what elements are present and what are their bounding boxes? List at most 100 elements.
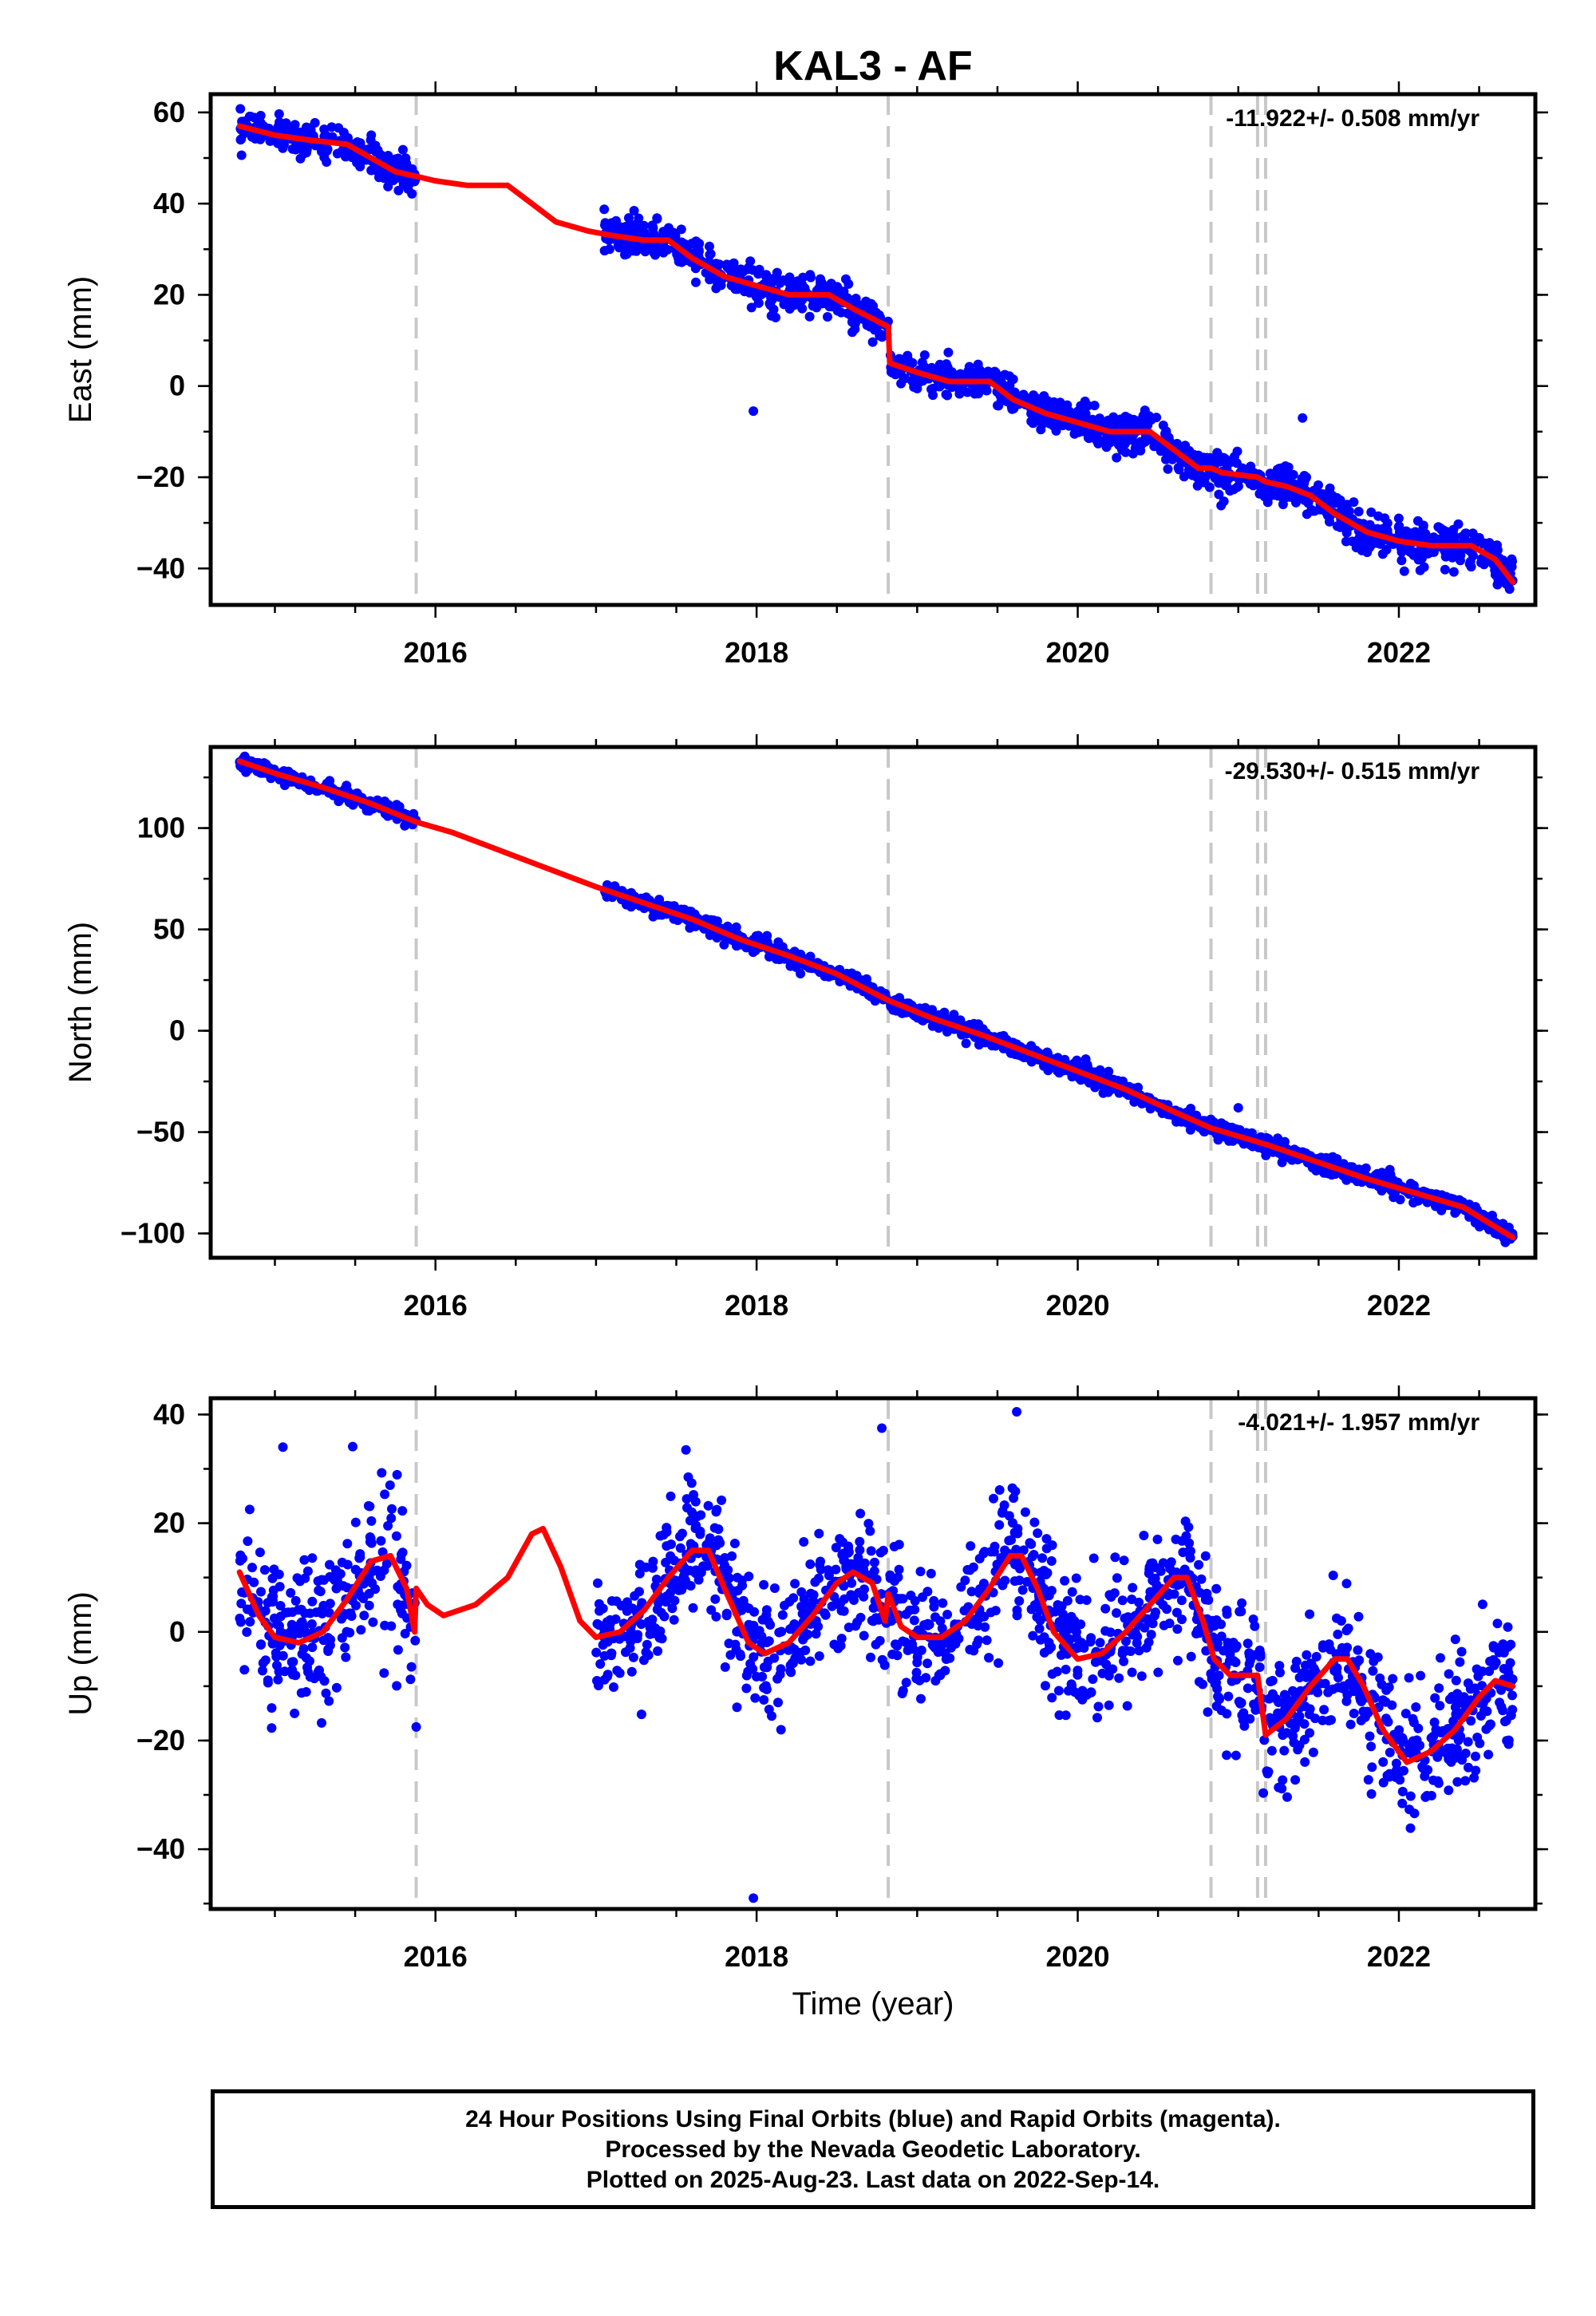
- data-point: [843, 279, 854, 289]
- data-point: [397, 1608, 407, 1618]
- data-point: [1366, 507, 1377, 517]
- data-point: [970, 388, 981, 398]
- data-point: [1112, 1573, 1122, 1583]
- data-point: [1133, 1082, 1144, 1093]
- data-point: [350, 1517, 361, 1528]
- data-point: [634, 1587, 644, 1597]
- data-point: [1450, 1634, 1460, 1645]
- data-point: [705, 241, 714, 251]
- data-point: [1054, 1617, 1065, 1627]
- data-point: [1297, 473, 1307, 484]
- data-point: [1435, 1701, 1445, 1711]
- data-point: [647, 220, 658, 231]
- data-point: [789, 1619, 800, 1629]
- data-point: [859, 976, 870, 986]
- data-point: [377, 1468, 387, 1478]
- data-point: [771, 954, 781, 964]
- data-point: [1430, 1693, 1440, 1703]
- data-point: [1470, 1683, 1480, 1694]
- data-point: [941, 1654, 951, 1664]
- data-point: [355, 1549, 365, 1559]
- data-point: [1090, 1082, 1100, 1093]
- data-point: [1173, 463, 1183, 472]
- data-point: [313, 1667, 323, 1678]
- data-point: [796, 1647, 805, 1658]
- data-point: [978, 1024, 988, 1034]
- data-point: [1020, 1507, 1030, 1517]
- data-point: [935, 1669, 946, 1679]
- data-point: [1242, 1638, 1253, 1649]
- data-point: [811, 1629, 821, 1639]
- data-point: [1419, 562, 1429, 572]
- data-point: [1444, 1785, 1454, 1796]
- data-point: [1280, 487, 1290, 497]
- data-point: [626, 1666, 637, 1677]
- data-point: [1214, 1692, 1224, 1702]
- data-point: [1215, 456, 1225, 467]
- data-point: [1496, 1701, 1507, 1712]
- data-point: [1254, 1662, 1265, 1672]
- data-point: [887, 1649, 898, 1659]
- figure-title: KAL3 - AF: [773, 43, 972, 89]
- data-point: [678, 1528, 687, 1539]
- data-point: [1046, 1586, 1057, 1596]
- data-point: [1105, 1627, 1116, 1638]
- data-point: [1144, 1568, 1154, 1579]
- data-point: [938, 1598, 948, 1608]
- data-point: [365, 1501, 375, 1512]
- data-point: [799, 1537, 809, 1547]
- data-point: [305, 128, 315, 139]
- y-tick-label: 40: [153, 187, 185, 219]
- data-point: [1110, 1552, 1120, 1563]
- data-point: [632, 1634, 642, 1643]
- data-point: [1200, 1551, 1211, 1561]
- data-point: [1191, 470, 1202, 480]
- data-point: [1128, 1583, 1138, 1593]
- data-point: [1368, 1666, 1378, 1676]
- data-point: [1214, 489, 1224, 500]
- data-point: [400, 1629, 410, 1638]
- data-point: [1444, 1694, 1455, 1705]
- scatter-points: [235, 1407, 1518, 1903]
- data-point: [1071, 1573, 1081, 1583]
- data-point: [294, 1576, 305, 1587]
- data-point: [1004, 1511, 1014, 1521]
- data-point: [594, 1681, 603, 1690]
- data-point: [240, 116, 251, 126]
- data-point: [1278, 500, 1288, 509]
- data-point: [1472, 1733, 1483, 1742]
- data-point: [1176, 1595, 1187, 1606]
- data-point: [1223, 1691, 1234, 1701]
- data-point: [1353, 1611, 1364, 1622]
- data-point: [263, 1678, 273, 1688]
- data-point: [305, 1656, 314, 1666]
- data-point: [236, 1599, 247, 1609]
- data-point: [1498, 1639, 1508, 1650]
- data-point: [717, 1495, 727, 1505]
- data-point: [1460, 528, 1471, 539]
- data-point: [1302, 1650, 1312, 1660]
- data-point: [255, 1640, 266, 1650]
- outlier-point: [1080, 1054, 1091, 1065]
- data-point: [930, 1612, 940, 1622]
- data-point: [1211, 1701, 1222, 1711]
- data-point: [946, 1642, 956, 1653]
- data-point: [599, 204, 610, 215]
- data-point: [322, 157, 332, 167]
- data-point: [962, 387, 973, 397]
- data-point: [1383, 1717, 1393, 1727]
- data-point: [859, 1564, 869, 1575]
- data-point: [330, 1565, 341, 1575]
- data-point: [1408, 1713, 1418, 1724]
- data-point: [1363, 1775, 1373, 1785]
- data-point: [301, 1687, 311, 1697]
- data-point: [901, 1678, 911, 1688]
- data-point: [1047, 1669, 1057, 1679]
- data-point: [325, 776, 335, 786]
- data-point: [1404, 1804, 1415, 1815]
- y-tick-label: 0: [169, 1014, 185, 1047]
- data-point: [994, 401, 1004, 411]
- data-point: [281, 118, 291, 128]
- data-point: [654, 895, 665, 905]
